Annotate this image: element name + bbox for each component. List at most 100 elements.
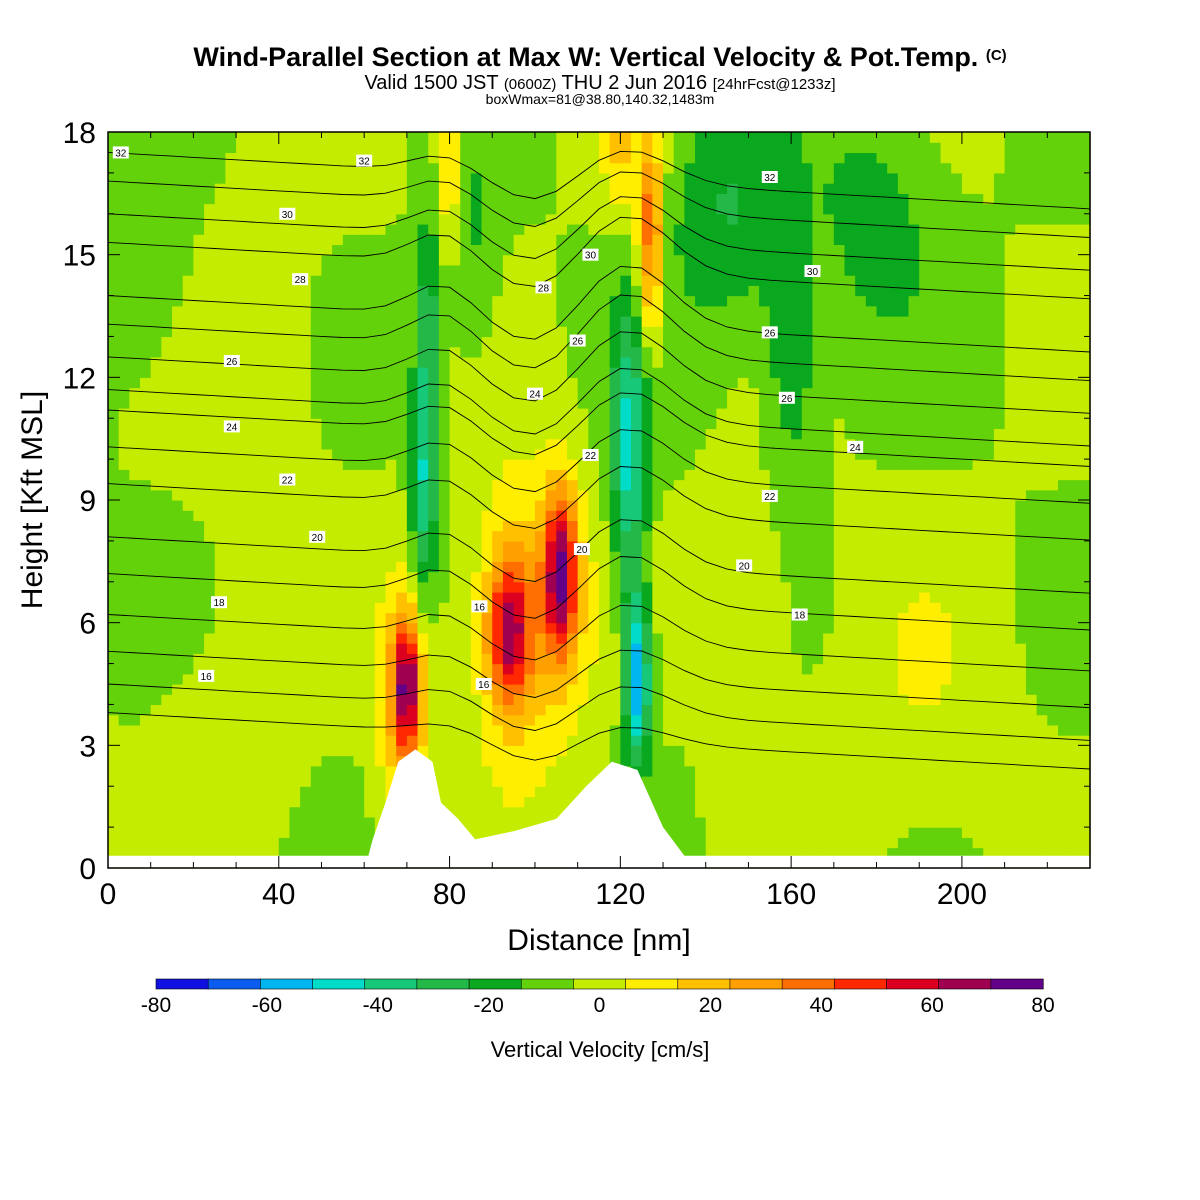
w-cell (417, 264, 429, 276)
w-cell (663, 561, 675, 573)
w-cell (695, 704, 707, 716)
w-cell (278, 837, 291, 849)
w-cell (289, 459, 301, 470)
w-cell (118, 694, 130, 706)
w-cell (556, 622, 568, 634)
w-cell (353, 510, 365, 522)
w-cell (631, 714, 643, 726)
w-cell (460, 377, 472, 389)
w-cell (524, 152, 536, 164)
w-cell (257, 827, 269, 838)
w-cell (737, 745, 750, 757)
w-cell (673, 520, 685, 532)
w-cell (641, 183, 653, 194)
w-cell (534, 244, 547, 256)
w-cell (513, 510, 525, 522)
w-cell (246, 152, 259, 164)
w-cell (289, 663, 301, 675)
w-cell (268, 776, 280, 787)
w-cell (364, 776, 376, 787)
w-cell (172, 152, 184, 164)
w-cell (513, 745, 525, 757)
w-cell (609, 612, 621, 624)
w-cell (428, 203, 440, 215)
w-cell (609, 745, 621, 757)
w-cell (172, 162, 184, 174)
w-cell (332, 275, 344, 286)
w-cell (236, 530, 248, 542)
w-cell (780, 285, 792, 297)
w-cell (609, 684, 621, 695)
w-cell (823, 520, 835, 532)
w-cell (566, 755, 579, 767)
w-cell (353, 213, 365, 225)
w-cell (364, 765, 376, 777)
w-cell (716, 643, 728, 654)
w-cell (108, 183, 120, 194)
w-cell (833, 622, 846, 634)
w-cell (278, 632, 291, 644)
w-cell (759, 755, 771, 767)
w-cell (364, 203, 376, 215)
w-cell (364, 489, 376, 501)
w-cell (193, 336, 205, 348)
w-cell (396, 203, 408, 215)
w-cell (801, 530, 814, 542)
w-cell (417, 551, 429, 562)
w-cell (193, 142, 205, 154)
w-cell (385, 530, 397, 542)
w-cell (759, 704, 771, 716)
w-cell (353, 643, 365, 654)
w-cell (695, 244, 707, 256)
w-cell (641, 203, 653, 215)
w-cell (663, 489, 675, 501)
w-cell (204, 397, 216, 409)
w-cell (812, 816, 824, 828)
w-cell (140, 224, 152, 235)
w-cell (727, 418, 739, 430)
w-cell (460, 397, 472, 409)
w-cell (470, 622, 483, 634)
w-cell (374, 275, 387, 286)
w-cell (246, 295, 259, 307)
w-cell (342, 183, 355, 194)
w-cell (684, 305, 696, 317)
w-cell (246, 530, 259, 542)
w-cell (150, 438, 162, 450)
w-cell (460, 336, 472, 348)
w-cell (108, 510, 120, 522)
w-cell (566, 663, 579, 675)
w-cell (801, 765, 814, 777)
w-cell (727, 776, 739, 787)
w-cell (673, 438, 685, 450)
w-cell (833, 367, 846, 378)
w-cell (566, 745, 579, 757)
w-cell (534, 213, 547, 225)
w-cell (684, 428, 696, 440)
w-cell (417, 295, 429, 307)
w-cell (534, 132, 547, 143)
w-cell (374, 183, 387, 194)
w-cell (705, 336, 718, 348)
w-cell (833, 489, 846, 501)
w-cell (737, 387, 750, 399)
w-cell (428, 622, 440, 634)
w-cell (588, 295, 600, 307)
w-cell (801, 346, 814, 358)
w-cell (652, 612, 664, 624)
w-cell (204, 816, 216, 828)
w-cell (396, 213, 408, 225)
w-cell (599, 275, 611, 286)
w-cell (545, 397, 557, 409)
w-cell (631, 643, 643, 654)
w-cell (823, 592, 835, 603)
w-cell (150, 765, 162, 777)
w-cell (385, 285, 397, 297)
w-cell (833, 264, 846, 276)
w-cell (118, 592, 130, 603)
w-cell (641, 704, 653, 716)
w-cell (716, 193, 728, 205)
w-cell (695, 448, 707, 460)
w-cell (780, 469, 792, 481)
w-cell (833, 602, 846, 614)
